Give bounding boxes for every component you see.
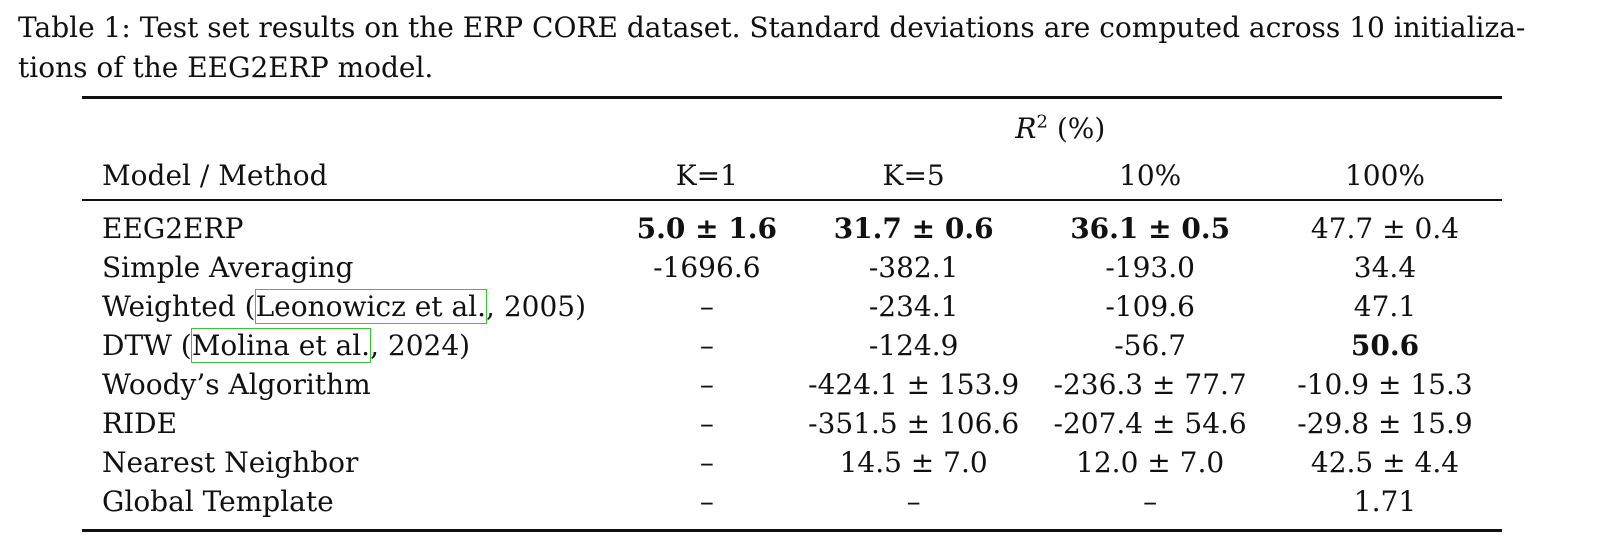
value-cell: 47.1 (1353, 290, 1417, 323)
value-cell: 1.71 (1267, 482, 1502, 532)
r2-superscript: 2 (1036, 111, 1048, 133)
value-cell: 42.5 ± 4.4 (1310, 446, 1460, 479)
method-cell: Woody’s Algorithm (102, 368, 371, 401)
column-header-row: Model / Method K=1 K=5 10% 100% (82, 151, 1502, 201)
value-cell: -193.0 (1105, 251, 1195, 284)
table-row: Woody’s Algorithm – -424.1 ± 153.9 -236.3 ±… (82, 365, 1502, 404)
results-table: R2 (%) Model / Method K=1 K=5 10% 100% E… (82, 96, 1502, 532)
value-cell: -109.6 (1105, 290, 1195, 323)
table-row: RIDE – -351.5 ± 106.6 -207.4 ± 54.6 -29.8 ± … (82, 404, 1502, 443)
value-cell: – (699, 368, 714, 401)
value-cell: 5.0 ± 1.6 (636, 212, 778, 245)
method-label-suffix: , 2005) (486, 290, 586, 323)
caption-line-1: Table 1: Test set results on the ERP COR… (18, 11, 1526, 44)
caption-line-2: tions of the EEG2ERP model. (18, 51, 434, 84)
method-cell: DTW (Molina et al., 2024) (82, 326, 619, 365)
value-cell: -1696.6 (653, 251, 761, 284)
col-header-10pct: 10% (1032, 151, 1268, 201)
value-cell: 34.4 (1353, 251, 1417, 284)
col-header-method: Model / Method (82, 151, 619, 201)
col-header-k1: K=1 (618, 151, 795, 201)
value-cell: 12.0 ± 7.0 (1076, 446, 1225, 479)
value-cell: – (699, 290, 714, 323)
group-header-row: R2 (%) (82, 99, 1502, 151)
value-cell: -124.9 (868, 329, 959, 362)
value-cell: 31.7 ± 0.6 (833, 212, 994, 245)
r2-group-header: R2 (%) (619, 99, 1502, 151)
citation-link[interactable]: Molina et al. (190, 328, 372, 363)
results-table-container: R2 (%) Model / Method K=1 K=5 10% 100% E… (82, 96, 1502, 532)
value-cell: -207.4 ± 54.6 (1053, 407, 1247, 440)
col-header-100pct: 100% (1267, 151, 1502, 201)
value-cell: – (699, 407, 714, 440)
table-caption: Table 1: Test set results on the ERP COR… (18, 8, 1578, 88)
value-cell: -234.1 (868, 290, 959, 323)
value-cell: – (699, 446, 714, 479)
col-header-k5: K=5 (794, 151, 1033, 201)
value-cell: -56.7 (1114, 329, 1187, 362)
value-cell: – (794, 482, 1033, 532)
value-cell: – (699, 329, 714, 362)
method-cell: RIDE (102, 407, 178, 440)
value-cell: -29.8 ± 15.9 (1297, 407, 1473, 440)
table-row: Simple Averaging -1696.6 -382.1 -193.0 34.4 (82, 248, 1502, 287)
table-row: DTW (Molina et al., 2024) – -124.9 -56.7 50.… (82, 326, 1502, 365)
value-cell: 14.5 ± 7.0 (839, 446, 988, 479)
value-cell: 36.1 ± 0.5 (1070, 212, 1231, 245)
citation-link[interactable]: Leonowicz et al. (254, 289, 488, 324)
results-table-body: EEG2ERP 5.0 ± 1.6 31.7 ± 0.6 36.1 ± 0.5 47.7… (82, 200, 1502, 532)
value-cell: 50.6 (1350, 329, 1420, 362)
value-cell: -382.1 (868, 251, 959, 284)
method-cell: Nearest Neighbor (102, 446, 359, 479)
value-cell: -236.3 ± 77.7 (1053, 368, 1247, 401)
table-row: EEG2ERP 5.0 ± 1.6 31.7 ± 0.6 36.1 ± 0.5 47.7… (82, 200, 1502, 248)
method-cell: EEG2ERP (102, 212, 244, 245)
value-cell: 47.7 ± 0.4 (1310, 212, 1460, 245)
method-label-prefix: DTW ( (102, 329, 192, 362)
value-cell: -10.9 ± 15.3 (1297, 368, 1473, 401)
method-cell: Simple Averaging (102, 251, 354, 284)
method-cell: Global Template (82, 482, 619, 532)
table-row: Global Template – – –1.71 (82, 482, 1502, 532)
value-cell: -424.1 ± 153.9 (808, 368, 1020, 401)
value-cell: – (1032, 482, 1268, 532)
value-cell: -351.5 ± 106.6 (808, 407, 1020, 440)
table-row: Weighted (Leonowicz et al., 2005) – -234.1… (82, 287, 1502, 326)
table-row: Nearest Neighbor – 14.5 ± 7.0 12.0 ± 7.0 42.… (82, 443, 1502, 482)
method-cell: Weighted (Leonowicz et al., 2005) (82, 287, 619, 326)
r2-symbol: R (1015, 111, 1037, 145)
r2-unit: (%) (1047, 111, 1106, 145)
method-label-suffix: , 2024) (370, 329, 471, 362)
value-cell: – (618, 482, 795, 532)
method-label-prefix: Weighted ( (102, 290, 256, 323)
